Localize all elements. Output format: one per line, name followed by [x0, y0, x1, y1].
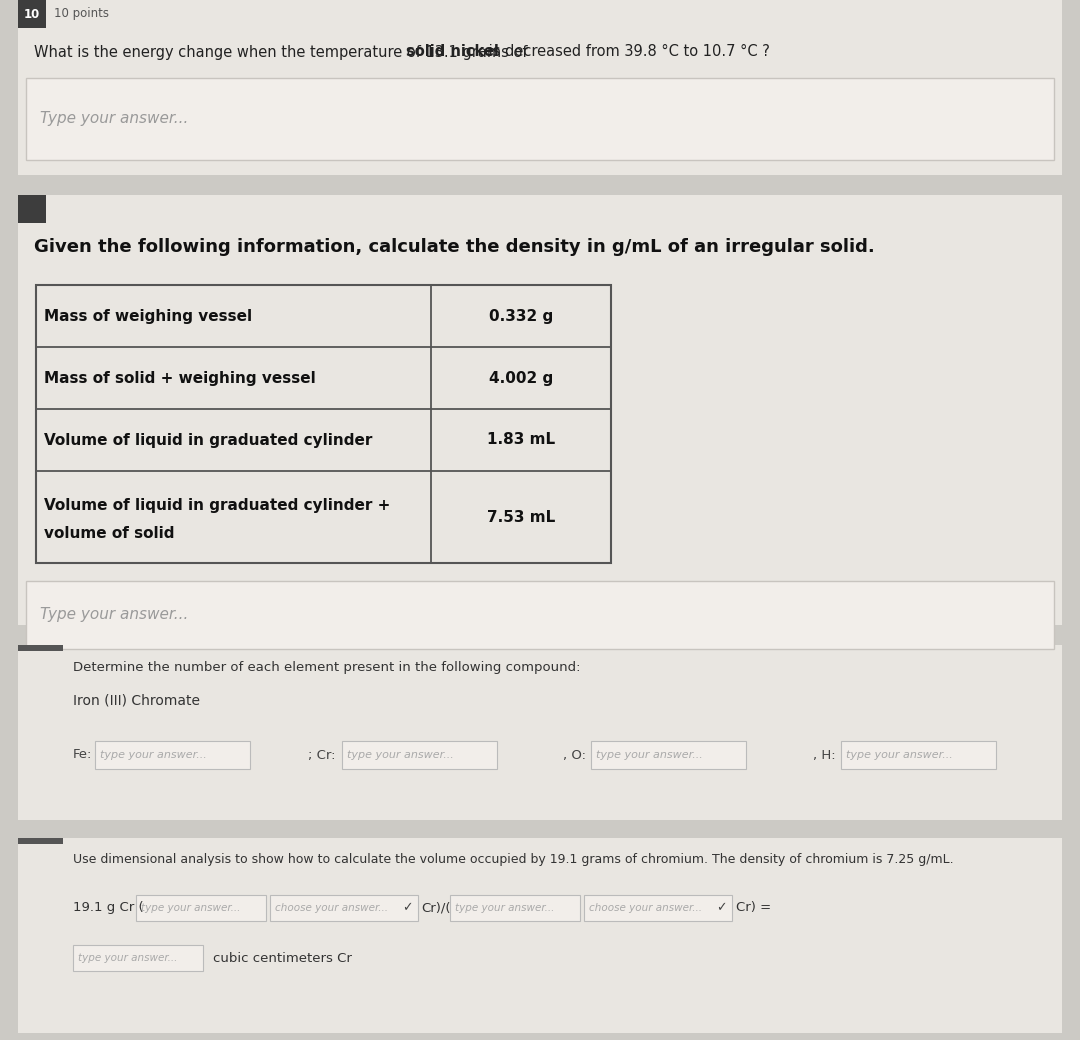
Text: Determine the number of each element present in the following compound:: Determine the number of each element pre… [73, 660, 581, 674]
Bar [18, 838, 1062, 1033]
Text: type your answer...: type your answer... [78, 953, 177, 963]
Text: volume of solid: volume of solid [44, 526, 175, 541]
Text: is decreased from 39.8 °C to 10.7 °C ?: is decreased from 39.8 °C to 10.7 °C ? [485, 45, 770, 59]
Text: , H:: , H: [813, 749, 836, 761]
Text: ✓: ✓ [402, 902, 413, 914]
Text: 10: 10 [24, 7, 40, 21]
Text: type your answer...: type your answer... [455, 903, 554, 913]
Text: type your answer...: type your answer... [846, 750, 953, 760]
Text: choose your answer...: choose your answer... [274, 903, 388, 913]
Text: Use dimensional analysis to show how to calculate the volume occupied by 19.1 gr: Use dimensional analysis to show how to … [73, 854, 954, 866]
Bar [841, 740, 996, 769]
Text: 4.002 g: 4.002 g [489, 370, 553, 386]
Text: Mass of weighing vessel: Mass of weighing vessel [44, 309, 252, 323]
Bar [584, 895, 732, 921]
Text: 7.53 mL: 7.53 mL [487, 510, 555, 524]
Text: Mass of solid + weighing vessel: Mass of solid + weighing vessel [44, 370, 315, 386]
Text: ✓: ✓ [716, 902, 727, 914]
Text: Fe:: Fe: [73, 749, 93, 761]
Text: Cr) =: Cr) = [737, 902, 771, 914]
Bar [18, 645, 63, 651]
Text: Type your answer...: Type your answer... [40, 111, 188, 127]
Text: 19.1 g Cr (: 19.1 g Cr ( [73, 902, 144, 914]
Text: solid nickel: solid nickel [406, 45, 499, 59]
Text: Volume of liquid in graduated cylinder +: Volume of liquid in graduated cylinder + [44, 498, 390, 514]
Bar [270, 895, 418, 921]
Text: Volume of liquid in graduated cylinder: Volume of liquid in graduated cylinder [44, 433, 373, 447]
Bar [18, 645, 1062, 820]
Bar [450, 895, 580, 921]
Text: type your answer...: type your answer... [99, 750, 206, 760]
Bar [136, 895, 266, 921]
Bar [342, 740, 497, 769]
Text: type your answer...: type your answer... [140, 903, 240, 913]
Text: type your answer...: type your answer... [347, 750, 454, 760]
Text: 10 points: 10 points [54, 7, 109, 21]
Text: Type your answer...: Type your answer... [40, 607, 188, 623]
Bar [18, 0, 46, 28]
Text: Given the following information, calculate the density in g/mL of an irregular s: Given the following information, calcula… [33, 238, 875, 256]
Bar [591, 740, 746, 769]
Bar [26, 78, 1054, 160]
Text: What is the energy change when the temperature of 13.1 grams of: What is the energy change when the tempe… [33, 45, 532, 59]
Bar [18, 196, 46, 223]
Bar [95, 740, 249, 769]
Text: Cr)/(: Cr)/( [421, 902, 451, 914]
Text: 0.332 g: 0.332 g [489, 309, 553, 323]
Text: , O:: , O: [563, 749, 586, 761]
Text: 1.83 mL: 1.83 mL [487, 433, 555, 447]
Text: choose your answer...: choose your answer... [590, 903, 702, 913]
Text: type your answer...: type your answer... [596, 750, 703, 760]
Text: Iron (III) Chromate: Iron (III) Chromate [73, 693, 200, 707]
Bar [73, 945, 203, 971]
Bar [18, 838, 63, 844]
Bar [26, 581, 1054, 649]
Bar [18, 196, 1062, 625]
Bar [18, 0, 1062, 175]
Text: ; Cr:: ; Cr: [308, 749, 336, 761]
Text: cubic centimeters Cr: cubic centimeters Cr [213, 952, 352, 964]
Bar [36, 285, 611, 563]
